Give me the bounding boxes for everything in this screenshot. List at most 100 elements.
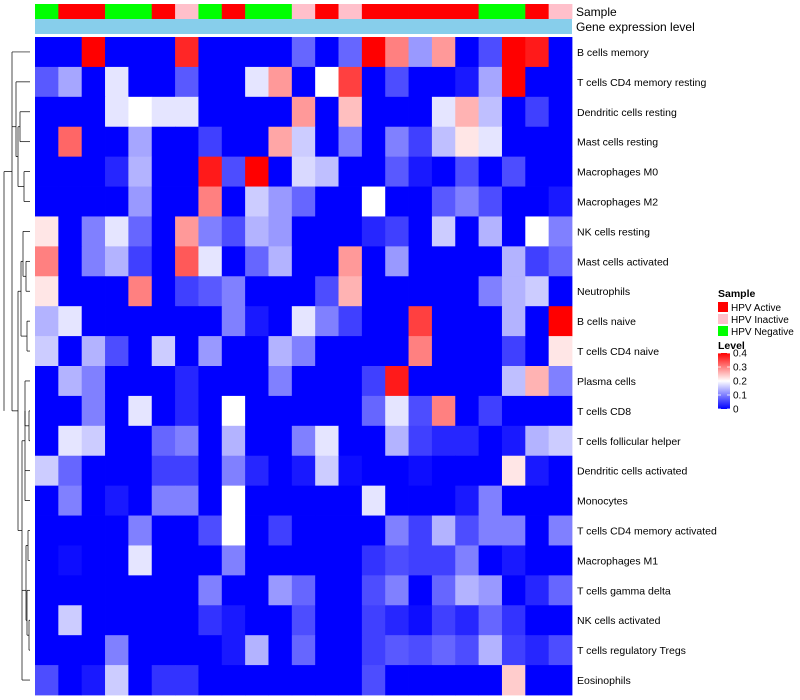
heatmap-cell (128, 395, 153, 427)
heatmap-cell (385, 425, 409, 457)
legend-tick-label: 0 (733, 405, 739, 416)
heatmap-cell (128, 605, 153, 636)
sample-annotation-cell (35, 4, 59, 19)
heatmap-cell (315, 336, 339, 367)
row-label: NK cells resting (577, 226, 650, 238)
heatmap-cell (81, 455, 106, 487)
heatmap-cell (361, 545, 386, 576)
heatmap-cell (58, 665, 83, 696)
heatmap-cell (175, 605, 199, 636)
heatmap-cell (431, 485, 456, 516)
row-label: Eosinophils (577, 675, 631, 687)
heatmap-cell (385, 545, 409, 576)
heatmap-cell (151, 485, 176, 516)
heatmap-cell (245, 395, 269, 427)
heatmap-cell (315, 575, 339, 606)
heatmap-cell (35, 366, 59, 397)
heatmap-cell (291, 485, 316, 516)
heatmap-cell (128, 186, 153, 217)
heatmap-cell (385, 37, 409, 68)
heatmap-cell (198, 545, 223, 576)
heatmap-cell (525, 186, 550, 217)
heatmap-cell (221, 575, 246, 606)
heatmap-cell (548, 306, 573, 337)
heatmap-cell (338, 186, 363, 217)
heatmap-cell (525, 665, 550, 696)
heatmap-cell (198, 66, 223, 98)
heatmap-cell (525, 395, 550, 427)
sample-annotation-cell (385, 4, 409, 19)
heatmap-cell (105, 455, 129, 487)
heatmap-cell (175, 37, 199, 68)
heatmap-cell (35, 485, 59, 516)
heatmap-cell (221, 156, 246, 187)
heatmap-cell (455, 246, 480, 277)
heatmap-cell (35, 186, 59, 217)
heatmap-cell (58, 246, 83, 277)
heatmap-cell (408, 425, 433, 457)
heatmap-cell (338, 306, 363, 337)
heatmap-cell (245, 276, 269, 307)
heatmap-cell (198, 425, 223, 457)
heatmap-cell (35, 425, 59, 457)
heatmap-cell (221, 425, 246, 457)
heatmap-cell (81, 37, 106, 68)
sample-annotation-cell (175, 4, 199, 19)
heatmap-cell (315, 96, 339, 128)
heatmap-cell (128, 66, 153, 98)
heatmap-cell (338, 96, 363, 128)
heatmap-cell (128, 37, 153, 68)
heatmap-cell (198, 37, 223, 68)
legend-sample-label: HPV Inactive (731, 315, 789, 326)
heatmap-cell (385, 216, 409, 247)
sample-annotation-cell (291, 4, 316, 19)
heatmap-cell (385, 186, 409, 217)
heatmap-cell (338, 485, 363, 516)
heatmap-cell (268, 126, 293, 158)
heatmap-cell (221, 306, 246, 337)
heatmap-cell (478, 126, 503, 158)
heatmap-cell (198, 336, 223, 367)
heatmap-cell (431, 216, 456, 247)
heatmap-cell (151, 186, 176, 217)
sample-annotation-cell (198, 4, 223, 19)
heatmap-cell (128, 635, 153, 666)
heatmap-cell (338, 336, 363, 367)
heatmap-cell (525, 485, 550, 516)
heatmap-cell (175, 575, 199, 606)
legend-tick-label: 0.2 (733, 377, 747, 388)
heatmap-cell (408, 395, 433, 427)
heatmap-cell (128, 276, 153, 307)
heatmap-cell (81, 485, 106, 516)
heatmap-cell (268, 246, 293, 277)
heatmap-cell (268, 37, 293, 68)
heatmap-cell (105, 216, 129, 247)
heatmap-cell (175, 395, 199, 427)
heatmap-cell (431, 156, 456, 187)
heatmap-cell (408, 306, 433, 337)
heatmap-cell (291, 635, 316, 666)
legend-tick-label: 0.4 (733, 349, 747, 360)
heatmap-cell (151, 395, 176, 427)
heatmap-cell (385, 575, 409, 606)
heatmap-cell (268, 366, 293, 397)
heatmap-cell (431, 126, 456, 158)
heatmap-cell (58, 575, 83, 606)
row-label: Plasma cells (577, 376, 636, 388)
heatmap-cell (128, 665, 153, 696)
heatmap-cell (81, 366, 106, 397)
heatmap-cell (58, 186, 83, 217)
heatmap-cell (151, 605, 176, 636)
heatmap-cell (221, 66, 246, 98)
heatmap-cell (221, 635, 246, 666)
heatmap-cell (35, 276, 59, 307)
heatmap-cell (105, 306, 129, 337)
heatmap-cell (408, 635, 433, 666)
heatmap-cell (128, 96, 153, 128)
heatmap-cell (315, 156, 339, 187)
heatmap-cell (81, 96, 106, 128)
heatmap-cell (548, 186, 573, 217)
heatmap-cell (408, 485, 433, 516)
heatmap-cell (245, 336, 269, 367)
heatmap-cell (245, 186, 269, 217)
